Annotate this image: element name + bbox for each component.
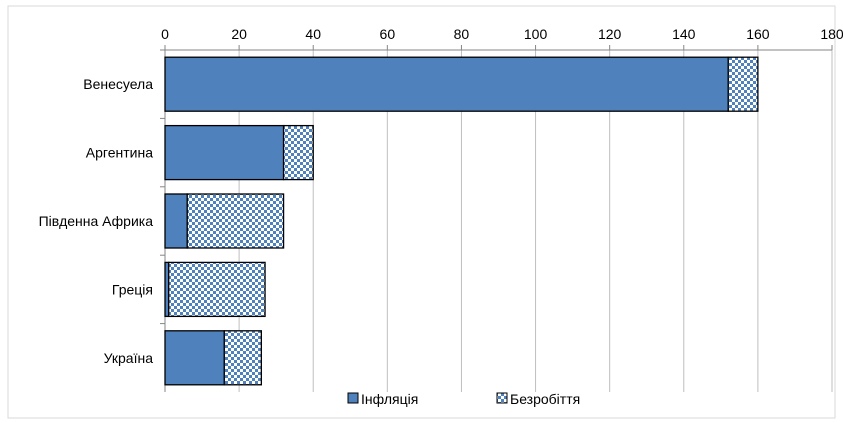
bar-unemployment: [223, 330, 262, 386]
x-tick-label: 20: [231, 26, 247, 42]
bar-unemployment: [186, 193, 285, 249]
category-label: Південна Африка: [39, 213, 154, 229]
bars: [164, 56, 759, 386]
x-tick-label: 60: [380, 26, 396, 42]
x-tick-label: 80: [454, 26, 470, 42]
x-tick-label: 180: [820, 26, 843, 42]
category-label: Україна: [104, 350, 154, 366]
bar-unemployment: [727, 56, 759, 112]
x-tick-label: 100: [524, 26, 548, 42]
legend-label: Безробіття: [510, 391, 580, 407]
legend-label: Інфляція: [361, 391, 418, 407]
bar-inflation: [164, 193, 188, 249]
legend-swatch: [347, 392, 359, 404]
bar-inflation: [164, 56, 729, 112]
bar-inflation: [164, 330, 225, 386]
bar-unemployment: [282, 124, 314, 181]
legend: Інфляція Безробіття: [347, 391, 580, 407]
legend-swatch: [496, 392, 508, 404]
x-tick-label: 40: [305, 26, 321, 42]
category-label: Венесуела: [83, 76, 153, 92]
x-tick-label: 120: [598, 26, 622, 42]
labels: 0 20 40 60 80 100 120 140 160 180 Венесуела Аргенти…: [39, 26, 843, 366]
plot-frame: [7, 5, 836, 419]
x-tick-label: 140: [672, 26, 696, 42]
category-label: Греція: [112, 281, 153, 297]
x-tick-label: 0: [161, 26, 169, 42]
category-label: Аргентина: [86, 145, 153, 161]
x-tick-label: 160: [746, 26, 770, 42]
bar-inflation: [164, 124, 285, 181]
bar-unemployment: [168, 261, 266, 318]
